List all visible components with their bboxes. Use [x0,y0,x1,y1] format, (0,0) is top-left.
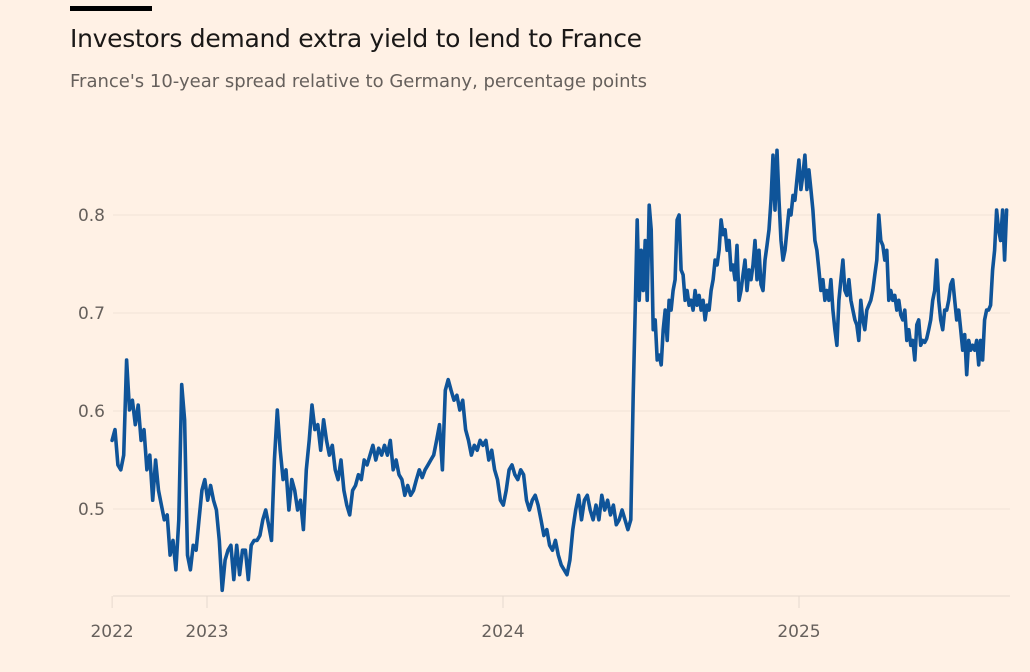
y-tick-label: 0.7 [78,304,105,324]
x-tick-label: 2025 [777,622,820,642]
x-tick-label: 2023 [185,622,228,642]
series-lines [110,148,1009,593]
chart-subtitle: France's 10-year spread relative to Germ… [70,71,647,92]
y-tick-label: 0.8 [78,206,105,226]
title-accent-bar [70,6,152,11]
chart-title: Investors demand extra yield to lend to … [70,24,642,53]
x-tick-label: 2022 [90,622,133,642]
y-tick-label: 0.6 [78,402,105,422]
spread-line [110,148,1009,593]
y-axis: 0.5 0.6 0.7 0.8 [78,206,105,520]
x-axis: 2022 2023 2024 2025 [90,595,1010,642]
x-tick-label: 2024 [481,622,524,642]
y-tick-label: 0.5 [78,500,105,520]
